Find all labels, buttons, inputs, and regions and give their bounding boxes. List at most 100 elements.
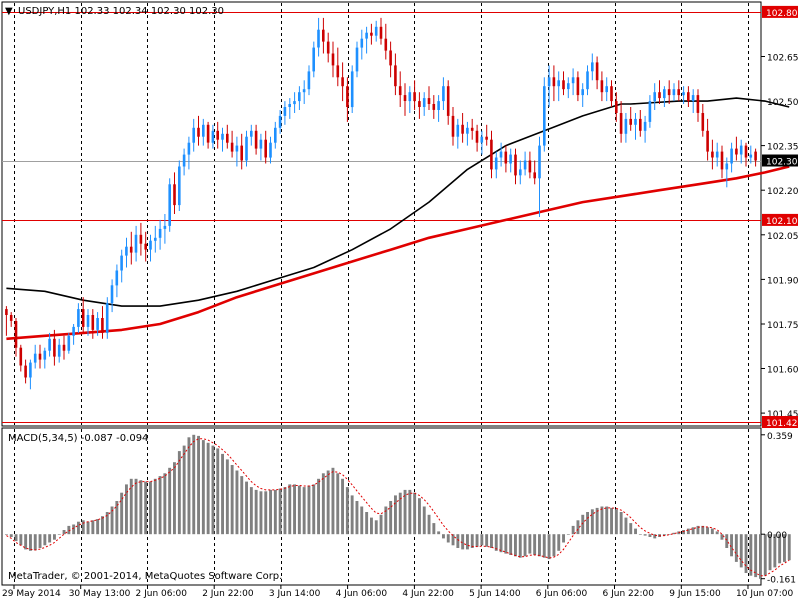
bear-candle xyxy=(615,92,618,122)
candle-body xyxy=(720,151,724,170)
macd-bar xyxy=(259,491,263,535)
macd-bar xyxy=(33,534,37,551)
time-tick-label: 5 Jun 14:00 xyxy=(469,589,521,599)
macd-signal-path xyxy=(6,438,790,577)
bull-candle xyxy=(682,86,685,104)
macd-bar xyxy=(288,484,292,535)
macd-bar xyxy=(326,470,330,535)
candle-body xyxy=(552,77,556,87)
current-price-tag xyxy=(762,154,798,167)
macd-bar xyxy=(206,442,210,535)
bull-candle xyxy=(494,151,498,179)
bear-candle xyxy=(197,115,200,146)
bull-candle xyxy=(29,359,32,390)
macd-bar xyxy=(345,487,349,535)
macd-bar xyxy=(538,534,541,557)
macd-pane[interactable]: 0.359 0.00 -0.161 xyxy=(1,427,796,586)
candle-body xyxy=(221,133,224,140)
candle-body xyxy=(451,115,455,137)
macd-bar xyxy=(273,489,277,535)
bull-candle xyxy=(543,77,546,152)
macd-bar xyxy=(182,445,186,535)
candle-body xyxy=(658,92,661,99)
bull-candle xyxy=(178,160,181,211)
candle-body xyxy=(446,86,450,116)
candle-body xyxy=(394,65,397,87)
macd-bar xyxy=(14,534,18,542)
level-price-tag xyxy=(762,213,798,226)
bear-candle xyxy=(322,17,325,54)
macd-bar xyxy=(365,512,369,535)
candle-body xyxy=(187,142,191,155)
candle-body xyxy=(120,255,123,271)
bear-candle xyxy=(658,80,661,104)
candle-body xyxy=(427,98,431,104)
bull-candle xyxy=(408,86,412,113)
candle-body xyxy=(422,98,426,107)
price-horizontal-lines xyxy=(2,12,761,423)
candle-body xyxy=(317,29,320,48)
candle-body xyxy=(730,148,733,164)
candle-body xyxy=(691,95,695,101)
time-tick-label: 2 Jun 22:00 xyxy=(202,589,254,599)
bull-candle xyxy=(67,332,71,354)
macd-bar xyxy=(566,534,570,535)
symbol-dropdown-icon[interactable]: ▼ xyxy=(5,6,13,17)
bear-candle xyxy=(129,231,133,265)
candle-body xyxy=(24,365,27,378)
candle-body xyxy=(9,315,13,321)
candle-body xyxy=(101,318,104,333)
macd-bar xyxy=(394,495,397,535)
bull-candle xyxy=(307,65,311,96)
candle-body xyxy=(365,32,368,39)
candle-body xyxy=(19,347,23,366)
macd-bar xyxy=(749,534,753,576)
price-pane[interactable]: 102.65 102.50 102.35 102.20 102.05 101.90 101.… xyxy=(1,1,799,429)
candle-body xyxy=(134,234,138,253)
macd-bar xyxy=(173,462,176,535)
macd-bar xyxy=(514,534,517,557)
bull-candle xyxy=(48,332,51,357)
bear-candle xyxy=(206,121,210,149)
macd-bar xyxy=(225,459,229,535)
bear-candle xyxy=(619,101,623,143)
candle-body xyxy=(687,92,690,102)
bull-candle xyxy=(168,178,171,232)
candle-body xyxy=(519,169,522,176)
candle-body xyxy=(230,142,234,152)
candle-body xyxy=(259,139,263,149)
bear-candle xyxy=(562,71,565,96)
macd-bar xyxy=(571,525,575,535)
bear-candle xyxy=(696,89,700,122)
candle-body xyxy=(91,315,95,330)
macd-axis: 0.359 0.00 -0.161 xyxy=(761,432,796,586)
candle-body xyxy=(490,139,493,170)
bear-candle xyxy=(528,151,532,179)
bear-candle xyxy=(735,136,738,161)
candle-body xyxy=(629,118,632,125)
macd-bar xyxy=(413,492,417,535)
macd-bar xyxy=(461,534,465,550)
macd-bar xyxy=(672,532,676,535)
candle-body xyxy=(360,38,364,48)
bull-candle xyxy=(586,65,589,96)
candle-body xyxy=(619,113,623,134)
macd-bar xyxy=(398,492,402,535)
candle-body xyxy=(538,145,541,179)
bull-candle xyxy=(350,65,354,113)
candle-body xyxy=(178,166,181,206)
bear-candle xyxy=(629,107,632,131)
candle-body xyxy=(735,148,738,155)
macd-bar xyxy=(509,534,513,555)
macd-bar xyxy=(293,484,296,535)
bear-candle xyxy=(53,329,56,366)
candle-body xyxy=(615,101,618,113)
bear-candle xyxy=(101,306,104,339)
bull-candle xyxy=(509,148,512,173)
bear-candle xyxy=(139,222,143,256)
bull-candle xyxy=(480,130,484,155)
candle-body xyxy=(197,127,200,137)
price-tick-label: 101.90 xyxy=(767,276,799,286)
bull-candle xyxy=(77,303,80,333)
